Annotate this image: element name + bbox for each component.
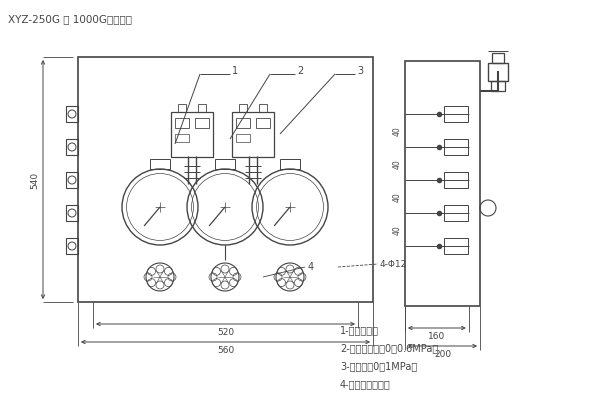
Bar <box>259 105 267 113</box>
Text: 200: 200 <box>434 350 451 359</box>
Bar <box>488 64 508 82</box>
Text: 40: 40 <box>392 225 401 235</box>
Bar <box>280 160 300 170</box>
Bar <box>232 113 274 157</box>
Bar <box>444 139 468 155</box>
Text: 40: 40 <box>392 192 401 202</box>
Text: 2: 2 <box>297 66 303 76</box>
Text: 520: 520 <box>217 328 234 337</box>
Text: 160: 160 <box>428 332 446 341</box>
Text: 3: 3 <box>357 66 363 76</box>
Bar <box>78 58 373 302</box>
Bar <box>236 135 250 143</box>
Bar <box>444 173 468 189</box>
Bar <box>150 160 170 170</box>
Bar <box>198 105 206 113</box>
Text: 4-双针双管差压表: 4-双针双管差压表 <box>340 378 391 388</box>
Text: 40: 40 <box>392 159 401 169</box>
Bar <box>66 238 78 254</box>
Bar <box>444 238 468 254</box>
Text: 40: 40 <box>392 126 401 136</box>
Bar <box>175 119 189 129</box>
Bar <box>66 205 78 221</box>
Text: XYZ-250G ～ 1000G型稀油站: XYZ-250G ～ 1000G型稀油站 <box>8 14 132 24</box>
Bar <box>171 113 213 157</box>
Text: 2-压力控制器（0～0.6MPa）: 2-压力控制器（0～0.6MPa） <box>340 342 439 352</box>
Bar <box>239 105 247 113</box>
Text: 3-压力表（0～1MPa）: 3-压力表（0～1MPa） <box>340 360 417 370</box>
Bar <box>444 107 468 123</box>
Text: 4: 4 <box>308 261 314 271</box>
Bar <box>444 205 468 221</box>
Bar <box>178 105 186 113</box>
Text: 4-Φ12: 4-Φ12 <box>380 260 407 269</box>
Bar <box>66 107 78 123</box>
Text: 560: 560 <box>217 346 234 355</box>
Bar <box>195 119 209 129</box>
Bar <box>175 135 189 143</box>
Text: 1-仪表盘本体: 1-仪表盘本体 <box>340 324 379 334</box>
Bar <box>492 54 504 64</box>
Text: 540: 540 <box>31 171 40 189</box>
Bar <box>405 62 480 306</box>
Bar <box>256 119 270 129</box>
Text: 1: 1 <box>232 66 238 76</box>
Bar <box>236 119 250 129</box>
Bar <box>491 82 505 92</box>
Bar <box>66 139 78 155</box>
Bar <box>215 160 235 170</box>
Bar <box>66 173 78 189</box>
